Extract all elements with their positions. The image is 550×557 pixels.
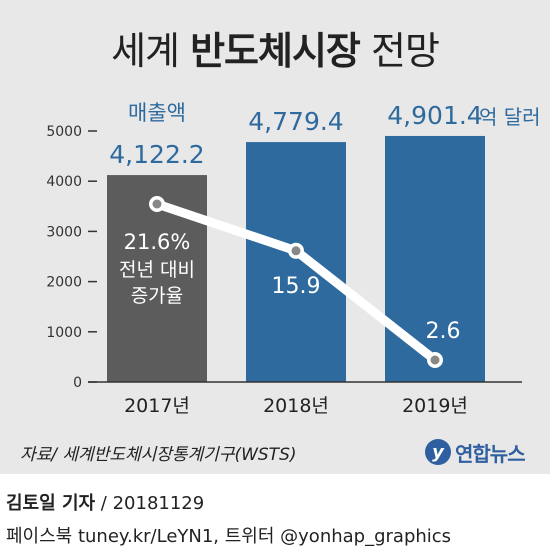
publish-date: / 20181129 xyxy=(95,493,205,514)
y-tick-label: 5000 xyxy=(46,124,82,140)
growth-point xyxy=(291,246,301,256)
y-tick-label: 1000 xyxy=(46,325,82,341)
sales-caption: 매출액 xyxy=(128,101,186,125)
bar-value-label: 4,122.2 xyxy=(109,140,204,169)
social-links: 페이스북 tuney.kr/LeYN1, 트위터 @yonhap_graphic… xyxy=(6,526,452,547)
x-tick-label: 2018년 xyxy=(263,395,329,417)
bar xyxy=(246,142,346,382)
y-tick-label: 3000 xyxy=(46,224,82,240)
y-tick-label: 4000 xyxy=(46,174,82,190)
growth-caption-line1: 전년 대비 xyxy=(119,259,195,281)
growth-label: 2.6 xyxy=(426,319,461,344)
yonhap-logo-text: 연합뉴스 xyxy=(455,441,526,466)
growth-label: 21.6% xyxy=(124,230,191,254)
chart-title: 세계 반도체시장 전망 xyxy=(111,29,440,73)
bar xyxy=(385,135,485,382)
byline: 김토일 기자 / 20181129 xyxy=(6,489,204,515)
bar-line-chart: 0 1000 2000 3000 4000 5000 2017년 2018년 2019년 매출액 4… xyxy=(46,101,541,417)
y-tick-label: 0 xyxy=(73,375,82,391)
growth-caption-line2: 증가율 xyxy=(131,285,183,307)
source-note: 자료/ 세계반도체시장통계기구(WSTS) xyxy=(20,445,297,465)
growth-point xyxy=(152,199,162,209)
y-tick-label: 2000 xyxy=(46,275,82,291)
growth-point xyxy=(430,355,440,365)
yonhap-logo: y 연합뉴스 xyxy=(425,436,526,468)
x-tick-label: 2017년 xyxy=(124,395,190,417)
yonhap-logo-icon: y xyxy=(425,439,451,465)
bar-value-label: 4,779.4 xyxy=(248,107,343,136)
growth-label: 15.9 xyxy=(272,274,321,299)
reporter-name: 김토일 기자 xyxy=(6,493,96,514)
bar-unit-label: 억 달러 xyxy=(479,105,541,129)
x-tick-label: 2019년 xyxy=(402,395,468,417)
bar-value-label: 4,901.4 xyxy=(387,101,482,130)
